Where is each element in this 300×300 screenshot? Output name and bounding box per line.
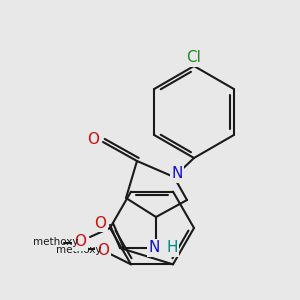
Text: methoxy: methoxy [33, 237, 79, 247]
Text: N: N [148, 241, 160, 256]
Text: Cl: Cl [187, 50, 201, 65]
Text: N: N [171, 167, 183, 182]
Text: methoxy: methoxy [56, 245, 102, 255]
Text: O: O [97, 243, 109, 258]
Text: O: O [87, 133, 99, 148]
Text: H: H [166, 241, 178, 256]
Text: O: O [94, 215, 106, 230]
Text: O: O [74, 235, 86, 250]
